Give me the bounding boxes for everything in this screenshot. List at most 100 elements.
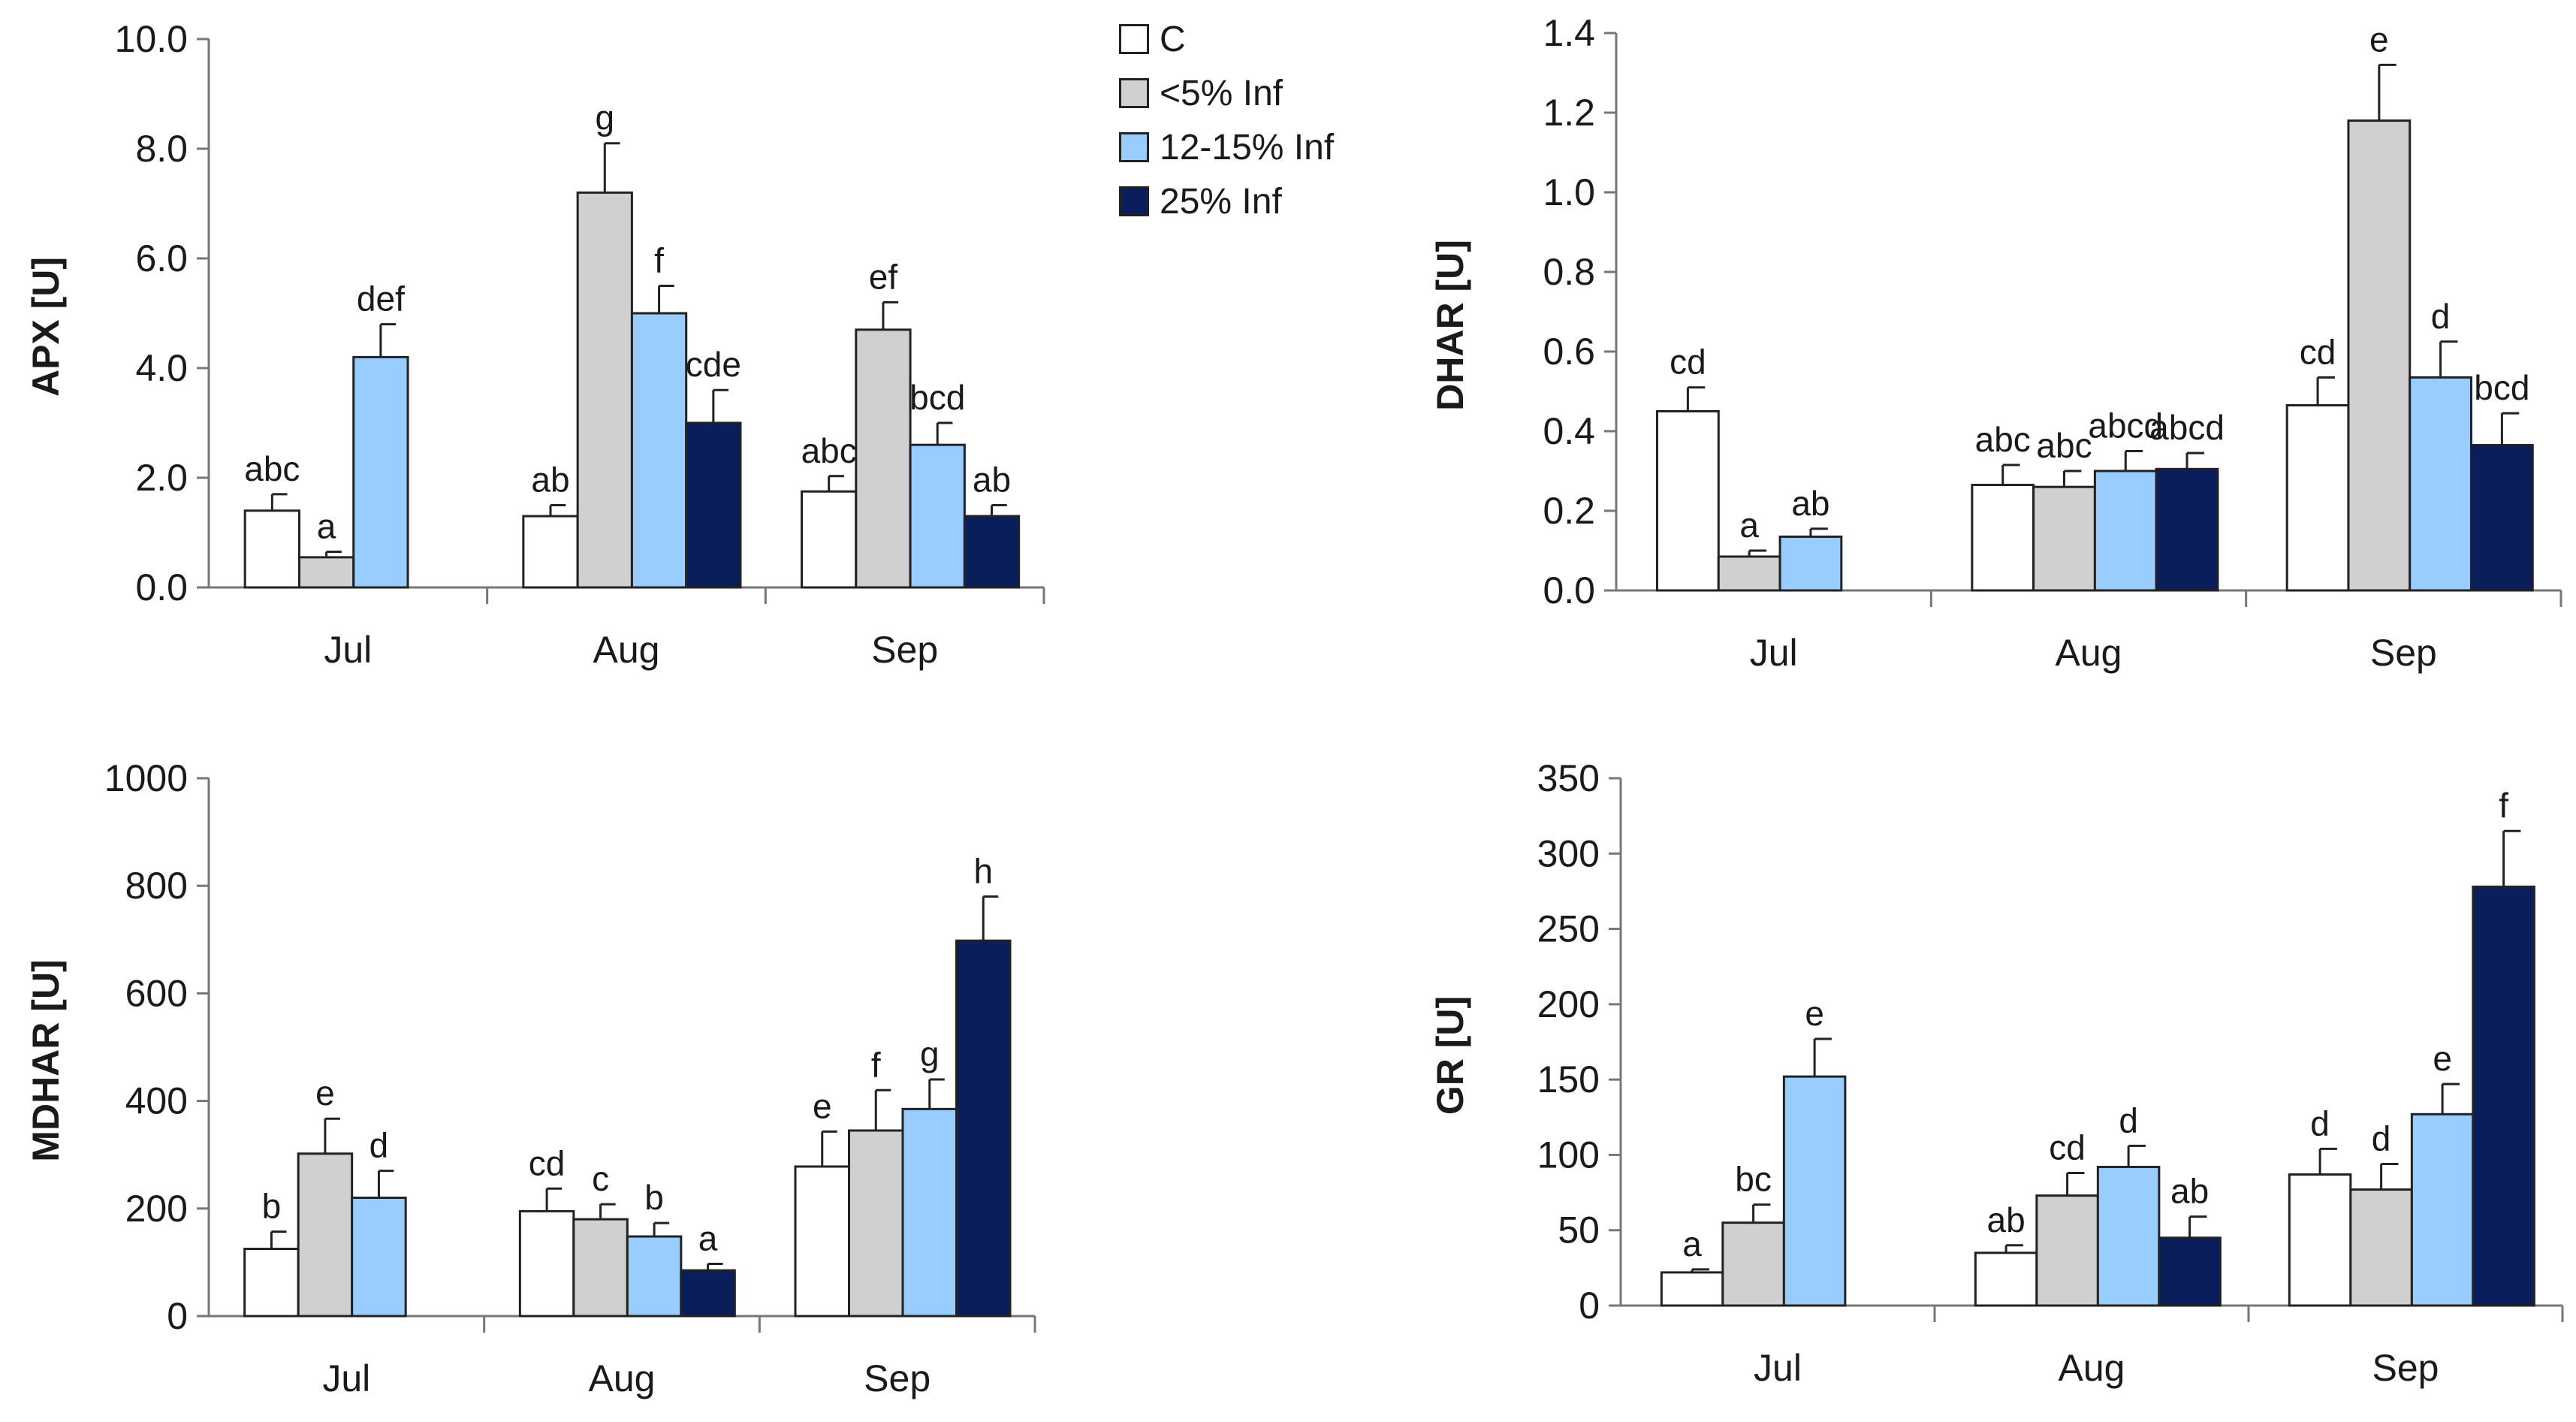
legend-swatch-c (1119, 24, 1149, 54)
bar (1660, 1271, 1724, 1307)
bar (626, 1235, 683, 1318)
significance-label: f (2499, 786, 2508, 825)
bar (1971, 484, 2035, 592)
y-tick-label: 4.0 (135, 347, 188, 389)
legend-swatch-lt5 (1119, 78, 1149, 108)
y-tick-label: 1.2 (1543, 92, 1595, 134)
y-tick-label: 400 (125, 1080, 188, 1122)
y-tick-label: 600 (125, 972, 188, 1014)
legend-item: <5% Inf (1119, 66, 1334, 120)
x-tick-label: Aug (593, 629, 660, 671)
y-tick-label: 300 (1537, 832, 1600, 874)
y-tick-label: 0.4 (1543, 410, 1595, 452)
bar (909, 443, 966, 589)
significance-label: a (1682, 1224, 1702, 1263)
y-axis-title: MDHAR [U] (25, 959, 67, 1161)
significance-label: cde (686, 345, 741, 384)
y-tick-label: 0 (167, 1295, 188, 1337)
bar (2410, 1113, 2475, 1307)
x-tick-label: Aug (2056, 632, 2122, 674)
bar (794, 1165, 850, 1318)
y-axis-title: APX [U] (25, 257, 67, 397)
legend-item: C (1119, 12, 1334, 66)
y-tick-label: 200 (125, 1188, 188, 1230)
bar (2347, 119, 2412, 592)
bar (2035, 1194, 2099, 1307)
bar (2155, 467, 2219, 592)
bar (901, 1107, 958, 1318)
bar (297, 1152, 354, 1318)
y-tick-label: 250 (1537, 908, 1600, 950)
significance-label: ab (1791, 484, 1829, 523)
x-tick-label: Aug (2059, 1347, 2125, 1389)
significance-label: d (2431, 297, 2451, 336)
significance-label: abc (244, 449, 300, 488)
significance-label: def (357, 279, 405, 319)
x-tick-label: Sep (2372, 1347, 2439, 1389)
significance-label: ab (973, 460, 1011, 500)
legend-item: 12-15% Inf (1119, 120, 1334, 174)
significance-label: abcd (2149, 408, 2225, 447)
bar (2285, 404, 2350, 592)
bar (2093, 469, 2158, 592)
y-tick-label: 200 (1537, 983, 1600, 1025)
significance-label: f (654, 241, 664, 280)
bar (297, 556, 355, 589)
legend-item: 25% Inf (1119, 174, 1334, 228)
bar (1974, 1251, 2038, 1307)
y-tick-label: 100 (1537, 1134, 1600, 1176)
bar (2469, 444, 2534, 592)
bar (243, 509, 300, 589)
x-tick-label: Aug (589, 1357, 656, 1399)
significance-label: cd (2049, 1128, 2086, 1167)
x-tick-label: Sep (2370, 632, 2437, 674)
legend-swatch-25 (1119, 186, 1149, 216)
bar (630, 312, 688, 589)
bar (801, 490, 858, 589)
significance-label: e (1805, 994, 1824, 1033)
significance-label: g (595, 98, 614, 137)
significance-label: e (2369, 20, 2389, 59)
bar (1656, 410, 1720, 592)
x-tick-label: Sep (871, 629, 938, 671)
y-tick-label: 150 (1537, 1058, 1600, 1100)
significance-label: d (2310, 1103, 2330, 1143)
bar (848, 1129, 904, 1318)
y-tick-label: 1.0 (1543, 171, 1595, 213)
legend-swatch-12-15 (1119, 132, 1149, 162)
significance-label: g (920, 1034, 940, 1073)
significance-label: ab (1987, 1200, 2026, 1239)
bar (963, 515, 1021, 589)
bar (572, 1218, 629, 1318)
y-tick-label: 0.8 (1543, 251, 1595, 293)
significance-label: e (2433, 1039, 2452, 1078)
x-tick-label: Sep (864, 1357, 931, 1399)
legend-label: <5% Inf (1160, 73, 1283, 113)
y-tick-label: 0.2 (1543, 490, 1595, 532)
significance-label: e (813, 1086, 832, 1125)
y-tick-label: 2.0 (135, 457, 188, 499)
y-tick-label: 8.0 (135, 128, 188, 170)
y-tick-label: 0.0 (135, 566, 188, 608)
significance-label: ef (869, 257, 898, 296)
significance-label: b (644, 1178, 664, 1217)
y-tick-label: 10.0 (115, 18, 188, 60)
bar (855, 328, 912, 589)
significance-label: cd (529, 1143, 566, 1182)
significance-label: a (317, 507, 336, 546)
significance-label: a (1739, 506, 1759, 545)
bar (2158, 1236, 2222, 1307)
significance-label: bc (1735, 1160, 1772, 1199)
legend-label: 12-15% Inf (1160, 127, 1335, 168)
bar (2096, 1165, 2161, 1307)
y-axis-title: DHAR [U] (1429, 240, 1471, 411)
significance-label: d (2119, 1100, 2138, 1140)
bar (685, 421, 742, 589)
significance-label: bcd (909, 378, 965, 417)
y-tick-label: 0.0 (1543, 569, 1595, 611)
significance-label: bcd (2474, 368, 2529, 407)
y-tick-label: 0 (1579, 1285, 1600, 1327)
significance-label: abcd (2088, 406, 2163, 445)
y-tick-label: 800 (125, 865, 188, 907)
